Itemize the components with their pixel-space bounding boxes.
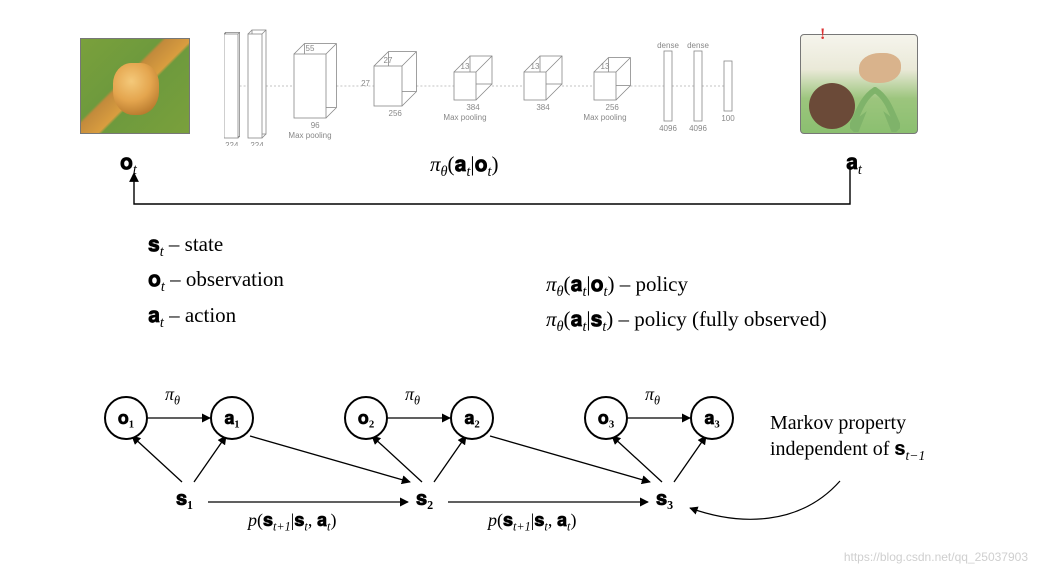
node-a-1: 𝐚₁ xyxy=(210,396,254,440)
svg-text:13: 13 xyxy=(601,62,610,71)
svg-text:Max pooling: Max pooling xyxy=(583,113,626,122)
svg-text:13: 13 xyxy=(531,62,540,71)
legend-right: πθ(𝐚t|𝐨t) – policy πθ(𝐚t|𝐬t) – policy (f… xyxy=(546,268,827,339)
watermark: https://blog.csdn.net/qq_25037903 xyxy=(844,550,1028,564)
node-a-2: 𝐚₂ xyxy=(450,396,494,440)
svg-text:55: 55 xyxy=(306,44,315,53)
svg-text:4096: 4096 xyxy=(689,124,707,133)
node-o-2: 𝐨₂ xyxy=(344,396,388,440)
svg-text:224: 224 xyxy=(225,141,239,146)
transition-label-2: p(𝐬t+1|𝐬t, 𝐚t) xyxy=(488,510,576,535)
svg-text:256: 256 xyxy=(389,109,403,118)
pi-theta-label-1: πθ xyxy=(165,384,180,409)
pi-theta-label-3: πθ xyxy=(645,384,660,409)
svg-text:384: 384 xyxy=(536,103,550,112)
node-s-1: 𝐬₁ xyxy=(176,488,193,511)
svg-text:27: 27 xyxy=(384,56,393,65)
node-s-3: 𝐬₃ xyxy=(656,488,673,511)
tiger-image xyxy=(80,38,190,134)
node-o-3: 𝐨₃ xyxy=(584,396,628,440)
svg-text:384: 384 xyxy=(466,103,480,112)
svg-text:256: 256 xyxy=(606,103,620,112)
svg-text:Max pooling: Max pooling xyxy=(443,113,486,122)
svg-text:4096: 4096 xyxy=(659,124,677,133)
cnn-architecture-diagram: 224224Stride of 45596Max pooling27256271… xyxy=(224,26,764,146)
exclaim-icon: ! xyxy=(820,26,825,44)
svg-text:100: 100 xyxy=(721,114,735,123)
svg-text:dense: dense xyxy=(657,41,679,50)
transition-label-1: p(𝐬t+1|𝐬t, 𝐚t) xyxy=(248,510,336,535)
svg-text:96: 96 xyxy=(311,121,320,130)
svg-text:27: 27 xyxy=(361,79,370,88)
svg-text:Max pooling: Max pooling xyxy=(288,131,331,140)
node-o-1: 𝐨₁ xyxy=(104,396,148,440)
markov-note: Markov property independent of 𝐬t−1 xyxy=(770,410,925,465)
node-s-2: 𝐬₂ xyxy=(416,488,433,511)
svg-text:224: 224 xyxy=(250,141,264,146)
node-a-3: 𝐚₃ xyxy=(690,396,734,440)
decision-arrows-icon xyxy=(850,86,900,132)
svg-text:dense: dense xyxy=(687,41,709,50)
svg-text:13: 13 xyxy=(461,62,470,71)
feedback-arrow xyxy=(128,152,856,212)
pi-theta-label-2: πθ xyxy=(405,384,420,409)
legend-left: 𝐬t – state 𝐨t – observation 𝐚t – action xyxy=(148,228,284,334)
